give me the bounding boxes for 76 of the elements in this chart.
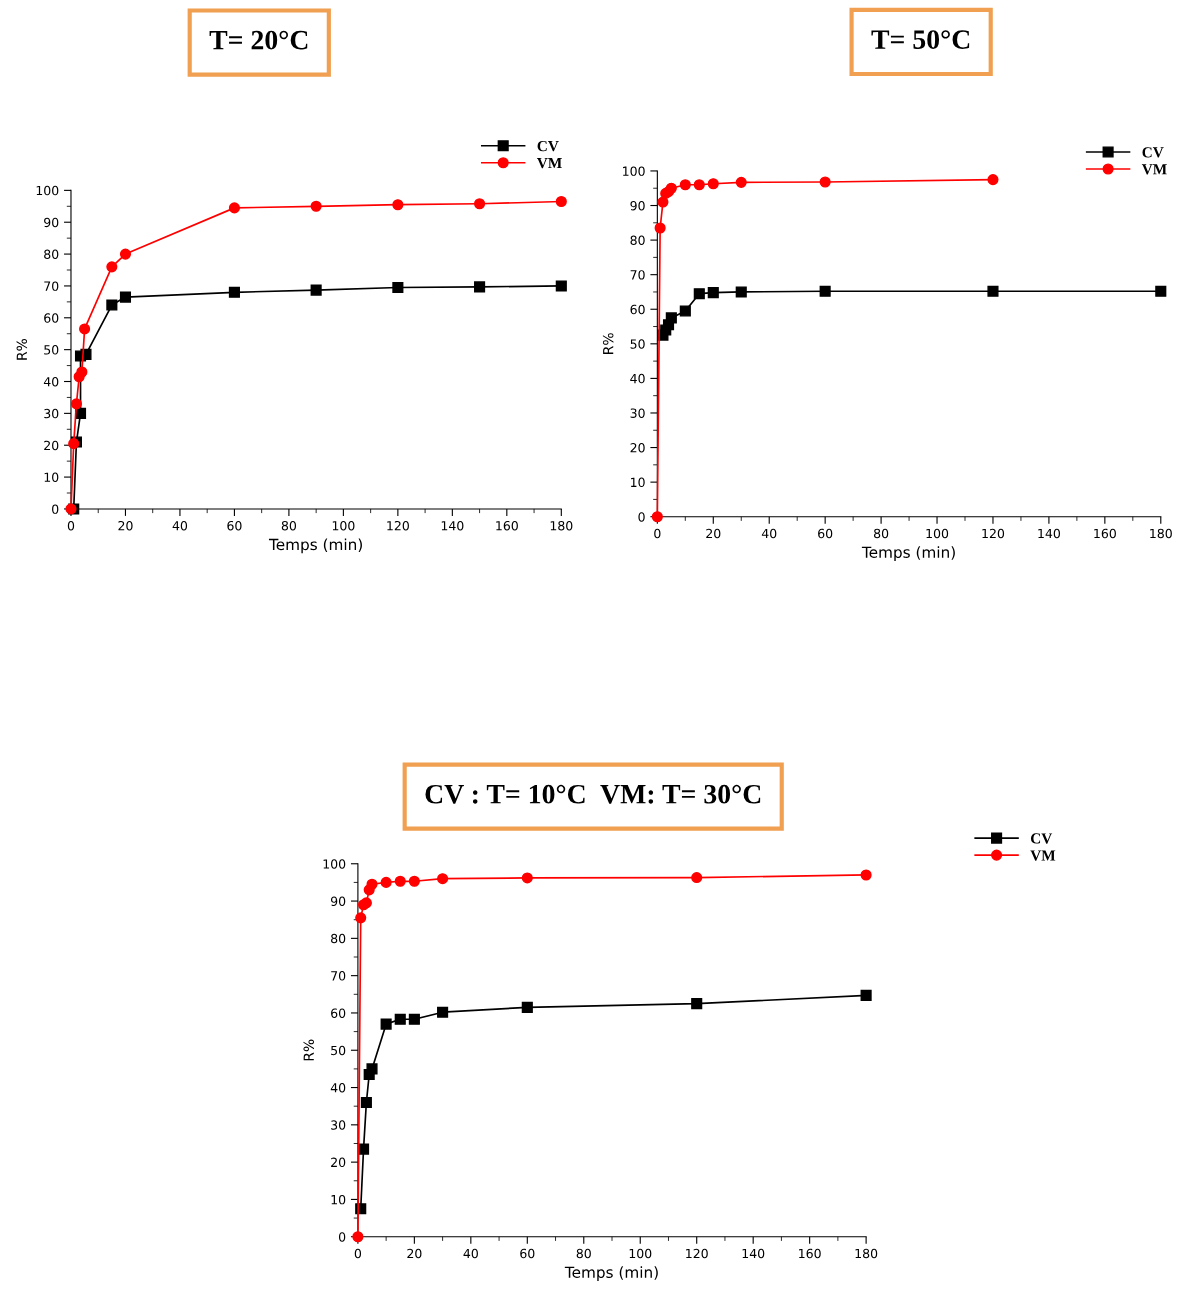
legend-label: CV <box>1142 147 1164 158</box>
x-tick-label: 160 <box>799 1248 821 1259</box>
y-tick-label: 50 <box>44 345 59 355</box>
x-tick-label: 40 <box>761 528 777 539</box>
y-tick-label: 50 <box>331 1045 346 1056</box>
x-tick-label: 20 <box>118 520 133 531</box>
x-axis-title: Temps (min) <box>861 546 955 561</box>
x-tick-label: 40 <box>172 520 188 531</box>
legend-label: VM <box>1030 850 1056 861</box>
chart-title: T= 20°C <box>209 30 308 50</box>
y-tick-label: 70 <box>331 971 346 981</box>
y-tick-label: 80 <box>44 249 59 260</box>
y-tick-label: 40 <box>330 1083 346 1093</box>
y-tick-label: 100 <box>36 185 59 196</box>
x-tick-label: 80 <box>576 1248 591 1259</box>
y-tick-label: 100 <box>323 859 346 869</box>
y-tick-label: 0 <box>338 1232 346 1242</box>
x-tick-label: 160 <box>496 520 518 531</box>
x-tick-label: 60 <box>818 528 833 539</box>
y-tick-label: 90 <box>330 896 346 906</box>
y-tick-label: 70 <box>44 281 59 291</box>
y-tick-label: 50 <box>630 339 645 349</box>
y-tick-label: 30 <box>630 408 645 418</box>
legend-label: CV <box>537 140 559 152</box>
x-tick-label: 120 <box>387 520 409 531</box>
y-tick-label: 0 <box>52 504 59 514</box>
x-tick-label: 160 <box>1094 528 1116 539</box>
x-tick-label: 40 <box>463 1248 478 1259</box>
y-tick-label: 90 <box>630 200 645 211</box>
x-tick-label: 0 <box>354 1248 362 1259</box>
y-tick-label: 60 <box>331 1008 346 1018</box>
x-tick-label: 0 <box>654 528 661 539</box>
x-tick-label: 60 <box>520 1248 535 1259</box>
x-tick-label: 140 <box>1038 528 1061 539</box>
x-tick-label: 80 <box>281 520 297 531</box>
y-tick-label: 20 <box>331 1157 346 1168</box>
chart-title: CV : T= 10°C VM: T= 30°C <box>425 784 761 804</box>
x-tick-label: 20 <box>706 528 721 539</box>
y-axis-title: R% <box>303 1039 314 1061</box>
x-tick-label: 0 <box>67 520 75 531</box>
y-tick-label: 20 <box>44 440 59 451</box>
x-tick-label: 100 <box>926 528 949 539</box>
x-axis-title: Temps (min) <box>268 538 362 554</box>
y-tick-label: 80 <box>331 933 346 944</box>
chart-title: T= 50°C <box>871 30 970 49</box>
y-tick-label: 0 <box>638 512 645 522</box>
x-axis-title: Temps (min) <box>564 1266 658 1281</box>
y-tick-label: 10 <box>331 1194 346 1205</box>
x-tick-label: 180 <box>1150 528 1172 539</box>
y-tick-label: 20 <box>630 443 645 453</box>
x-tick-label: 120 <box>982 528 1005 539</box>
y-tick-label: 100 <box>623 166 645 176</box>
y-axis-title: R% <box>602 333 614 354</box>
x-tick-label: 120 <box>686 1248 708 1259</box>
x-tick-label: 140 <box>742 1248 765 1259</box>
x-tick-label: 20 <box>407 1248 422 1259</box>
legend-label: CV <box>1030 833 1053 844</box>
y-axis-title: R% <box>16 338 28 360</box>
y-tick-label: 30 <box>331 1120 346 1130</box>
y-tick-label: 60 <box>630 304 645 315</box>
x-tick-label: 80 <box>873 528 889 539</box>
y-tick-label: 10 <box>44 472 59 482</box>
y-tick-label: 40 <box>630 373 645 384</box>
y-tick-label: 40 <box>43 376 59 387</box>
y-tick-label: 60 <box>44 313 59 323</box>
legend-label: VM <box>536 158 562 169</box>
x-tick-label: 140 <box>441 520 464 531</box>
legend-label: VM <box>1141 164 1167 175</box>
x-tick-label: 180 <box>855 1248 878 1259</box>
y-tick-label: 30 <box>44 408 59 419</box>
y-tick-label: 80 <box>630 235 645 246</box>
y-tick-label: 10 <box>631 477 645 488</box>
x-tick-label: 180 <box>550 520 573 531</box>
y-tick-label: 90 <box>44 217 59 228</box>
y-tick-label: 70 <box>630 270 645 280</box>
x-tick-label: 60 <box>227 520 242 531</box>
